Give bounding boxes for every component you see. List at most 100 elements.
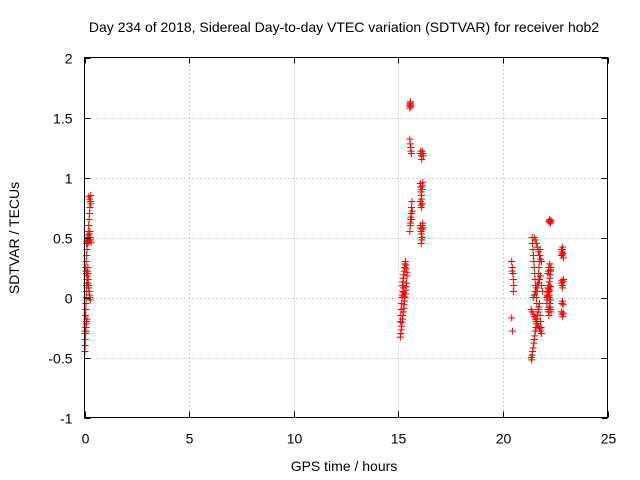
y-axis-ticks: -1 -0.5 0 0.5 1 1.5 2 bbox=[48, 51, 608, 427]
data-points bbox=[81, 98, 568, 364]
data-point bbox=[403, 272, 411, 280]
y-tick-label: 1.5 bbox=[53, 111, 73, 127]
data-point bbox=[530, 291, 538, 299]
data-point bbox=[86, 296, 94, 304]
x-tick-label: 0 bbox=[82, 431, 90, 447]
data-point bbox=[533, 300, 541, 307]
data-point bbox=[408, 198, 416, 205]
data-point bbox=[559, 309, 567, 317]
data-point bbox=[546, 286, 554, 294]
data-point bbox=[406, 219, 414, 227]
data-point bbox=[85, 216, 93, 223]
x-tick-label: 15 bbox=[391, 431, 407, 447]
data-point bbox=[536, 312, 544, 319]
data-point bbox=[508, 267, 516, 275]
y-axis-label: SDTVAR / TECUs bbox=[6, 182, 22, 294]
data-point bbox=[558, 250, 566, 258]
x-tick-label: 20 bbox=[496, 431, 512, 447]
data-point bbox=[82, 312, 90, 319]
y-tick-label: 0.5 bbox=[53, 231, 73, 247]
data-point bbox=[529, 344, 537, 352]
data-point bbox=[547, 217, 555, 225]
data-point bbox=[398, 300, 406, 307]
data-point bbox=[538, 330, 546, 337]
x-axis-ticks: 0 5 10 15 20 25 bbox=[82, 57, 617, 447]
data-point bbox=[419, 178, 427, 186]
data-point bbox=[559, 301, 567, 309]
data-point bbox=[400, 292, 408, 300]
data-point bbox=[529, 252, 537, 259]
data-point bbox=[559, 313, 567, 321]
y-tick-label: 0 bbox=[65, 291, 73, 307]
data-point bbox=[418, 156, 426, 163]
data-point bbox=[508, 314, 516, 322]
data-point bbox=[82, 258, 90, 265]
data-point bbox=[397, 312, 405, 319]
data-point bbox=[534, 248, 542, 256]
data-point bbox=[408, 216, 416, 223]
data-point bbox=[559, 284, 567, 292]
data-point bbox=[533, 243, 541, 251]
data-point bbox=[86, 228, 94, 235]
data-point bbox=[396, 318, 404, 325]
data-point bbox=[397, 306, 405, 313]
data-point bbox=[509, 276, 517, 283]
data-point bbox=[546, 260, 554, 268]
data-point bbox=[546, 300, 554, 307]
data-point bbox=[407, 150, 415, 157]
plot-frame bbox=[84, 57, 608, 418]
data-point bbox=[407, 204, 415, 211]
data-point bbox=[86, 210, 94, 217]
data-point bbox=[508, 258, 516, 265]
data-point bbox=[536, 276, 544, 283]
data-point bbox=[545, 291, 553, 299]
data-point bbox=[532, 240, 540, 247]
data-point bbox=[538, 282, 546, 289]
y-tick-label: 2 bbox=[65, 51, 73, 67]
x-axis-label: GPS time / hours bbox=[291, 458, 398, 474]
x-tick-label: 10 bbox=[287, 431, 303, 447]
data-point bbox=[418, 200, 426, 208]
data-point bbox=[407, 210, 415, 217]
data-point bbox=[547, 283, 555, 291]
data-point bbox=[529, 246, 537, 253]
y-tick-label: -0.5 bbox=[48, 351, 72, 367]
x-tick-label: 25 bbox=[601, 431, 617, 447]
data-point bbox=[535, 264, 543, 271]
data-point bbox=[418, 234, 426, 241]
x-tick-label: 5 bbox=[186, 431, 194, 447]
data-point bbox=[547, 296, 555, 304]
data-point bbox=[406, 228, 414, 235]
data-point bbox=[419, 224, 427, 232]
data-point bbox=[509, 327, 517, 335]
data-point bbox=[535, 303, 543, 311]
data-point bbox=[531, 288, 539, 295]
data-point bbox=[85, 222, 93, 229]
data-point bbox=[545, 303, 553, 311]
data-point bbox=[531, 236, 539, 244]
data-point bbox=[417, 204, 425, 211]
data-point bbox=[418, 195, 426, 203]
data-point bbox=[545, 312, 553, 319]
data-point bbox=[81, 342, 89, 349]
data-point bbox=[407, 103, 415, 111]
data-point bbox=[81, 336, 89, 343]
data-point bbox=[403, 279, 411, 287]
y-tick-label: 1 bbox=[65, 171, 73, 187]
data-point bbox=[557, 246, 565, 253]
data-point bbox=[419, 152, 427, 160]
data-point bbox=[86, 204, 94, 211]
data-point bbox=[559, 297, 567, 305]
data-point bbox=[537, 272, 545, 280]
y-tick-label: -1 bbox=[60, 411, 73, 427]
data-point bbox=[560, 254, 568, 262]
data-point bbox=[547, 266, 555, 274]
gridlines bbox=[84, 57, 608, 418]
data-point bbox=[87, 200, 95, 208]
data-point bbox=[531, 332, 539, 340]
data-point bbox=[529, 348, 537, 355]
data-point bbox=[87, 238, 95, 246]
